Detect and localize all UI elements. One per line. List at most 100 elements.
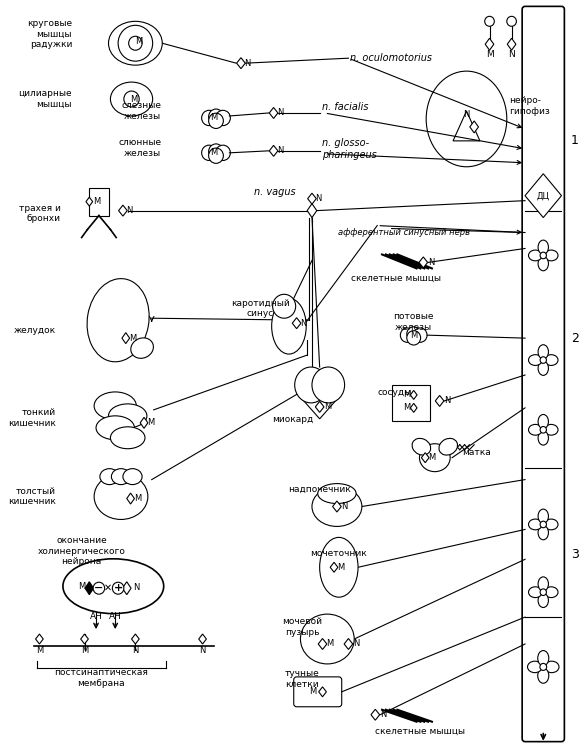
Polygon shape [411, 390, 417, 399]
Circle shape [215, 110, 230, 126]
Text: сосуды: сосуды [377, 389, 412, 398]
Text: n. vagus: n. vagus [255, 187, 296, 197]
Text: N: N [277, 146, 283, 155]
Circle shape [540, 589, 547, 595]
Text: +: + [113, 583, 123, 593]
Ellipse shape [538, 257, 548, 270]
Ellipse shape [538, 361, 548, 375]
Text: афферентный синусный нерв: афферентный синусный нерв [338, 228, 470, 237]
Ellipse shape [295, 367, 327, 403]
Polygon shape [435, 395, 444, 407]
Text: желудок: желудок [13, 326, 55, 335]
Text: M: M [324, 402, 331, 411]
Text: N: N [463, 110, 470, 120]
Text: N: N [428, 258, 434, 267]
Circle shape [540, 252, 547, 258]
Text: N: N [315, 194, 322, 203]
Text: M: M [310, 688, 317, 697]
Text: n. oculomotorius: n. oculomotorius [350, 53, 432, 63]
Circle shape [208, 148, 223, 163]
Ellipse shape [529, 425, 542, 435]
Text: 3: 3 [571, 548, 579, 561]
Text: АН: АН [109, 612, 121, 621]
Circle shape [124, 91, 139, 107]
Ellipse shape [538, 526, 548, 540]
Polygon shape [293, 318, 301, 329]
Polygon shape [344, 638, 353, 649]
Text: миокард: миокард [272, 416, 314, 425]
Polygon shape [525, 174, 561, 217]
Text: M: M [428, 453, 436, 462]
Circle shape [112, 582, 124, 594]
Ellipse shape [94, 473, 148, 520]
Text: тонкий
кишечник: тонкий кишечник [8, 408, 55, 428]
Polygon shape [422, 452, 429, 463]
Circle shape [507, 16, 516, 26]
Text: M: M [81, 646, 88, 655]
Ellipse shape [544, 425, 558, 435]
Polygon shape [127, 493, 134, 504]
Ellipse shape [100, 469, 119, 485]
Text: N: N [300, 318, 307, 328]
Ellipse shape [529, 355, 542, 366]
Ellipse shape [527, 661, 542, 673]
Text: M: M [210, 113, 218, 122]
Text: N: N [444, 396, 450, 405]
Polygon shape [122, 333, 130, 344]
Ellipse shape [538, 593, 548, 607]
Circle shape [407, 330, 420, 345]
Polygon shape [119, 205, 127, 216]
Text: M: M [129, 333, 136, 342]
Text: АН: АН [89, 612, 102, 621]
Text: M: M [130, 94, 137, 103]
Text: N: N [199, 646, 206, 655]
Text: M: M [404, 404, 411, 413]
Text: −: − [94, 583, 103, 593]
Text: N: N [245, 58, 251, 67]
Text: N: N [342, 502, 348, 511]
Circle shape [201, 110, 217, 126]
FancyBboxPatch shape [522, 7, 564, 742]
Text: N: N [508, 49, 515, 58]
Text: скелетные мышцы: скелетные мышцы [352, 274, 442, 283]
Text: N: N [277, 109, 283, 118]
Polygon shape [85, 582, 93, 595]
Text: n. facialis: n. facialis [322, 102, 368, 112]
Polygon shape [419, 257, 427, 268]
Text: окончание
холинергического
нейрона: окончание холинергического нейрона [38, 536, 126, 566]
Polygon shape [199, 634, 206, 644]
Ellipse shape [544, 519, 558, 530]
Polygon shape [123, 582, 131, 595]
Ellipse shape [538, 345, 548, 359]
Ellipse shape [123, 469, 142, 485]
Ellipse shape [109, 404, 147, 428]
Text: ✕: ✕ [103, 583, 112, 593]
Polygon shape [319, 687, 326, 697]
Text: надпочечник: надпочечник [288, 485, 351, 494]
Ellipse shape [439, 438, 457, 455]
Text: слезные
железы: слезные железы [121, 101, 161, 121]
Polygon shape [330, 562, 338, 572]
Ellipse shape [63, 559, 164, 613]
Ellipse shape [118, 25, 152, 61]
Circle shape [201, 145, 217, 160]
Ellipse shape [87, 279, 149, 362]
Ellipse shape [96, 416, 134, 440]
Polygon shape [140, 417, 148, 428]
Ellipse shape [318, 484, 356, 503]
Ellipse shape [312, 367, 345, 403]
Text: M: M [147, 419, 154, 428]
Text: круговые
мышцы
радужки: круговые мышцы радужки [27, 19, 72, 49]
Polygon shape [411, 404, 417, 413]
Text: M: M [93, 197, 100, 206]
Text: N: N [132, 646, 138, 655]
Circle shape [208, 109, 223, 124]
Ellipse shape [538, 240, 548, 255]
Ellipse shape [529, 519, 542, 530]
Polygon shape [485, 38, 494, 50]
Polygon shape [131, 634, 139, 644]
Text: скелетные мышцы: скелетные мышцы [376, 727, 465, 736]
Ellipse shape [529, 250, 542, 261]
Polygon shape [470, 121, 478, 133]
Text: N: N [127, 206, 133, 215]
